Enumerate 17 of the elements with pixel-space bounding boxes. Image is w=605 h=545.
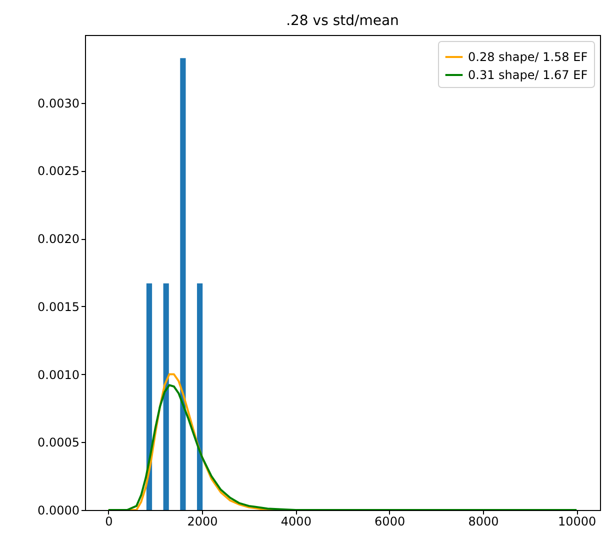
legend-label: 0.31 shape/ 1.67 EF [468, 68, 588, 82]
x-tick-label: 0 [105, 514, 113, 528]
y-tick-label: 0.0005 [38, 436, 80, 450]
x-tick-label: 6000 [374, 514, 406, 528]
y-tick-label: 0.0010 [38, 368, 80, 382]
y-tick-label: 0.0030 [38, 96, 80, 110]
x-tick-label: 2000 [187, 514, 218, 528]
x-tick-label: 8000 [468, 514, 499, 528]
x-tick-label: 4000 [280, 514, 312, 528]
line-series [107, 384, 578, 510]
y-tick-label: 0.0015 [38, 300, 80, 314]
y-tick-label: 0.0020 [38, 232, 80, 246]
y-tick-label: 0.0025 [38, 164, 80, 178]
x-tick-label: 10000 [558, 514, 596, 528]
legend-label: 0.28 shape/ 1.58 EF [468, 50, 588, 64]
chart-title: .28 vs std/mean [286, 13, 399, 29]
y-tick-label: 0.0000 [38, 504, 80, 518]
